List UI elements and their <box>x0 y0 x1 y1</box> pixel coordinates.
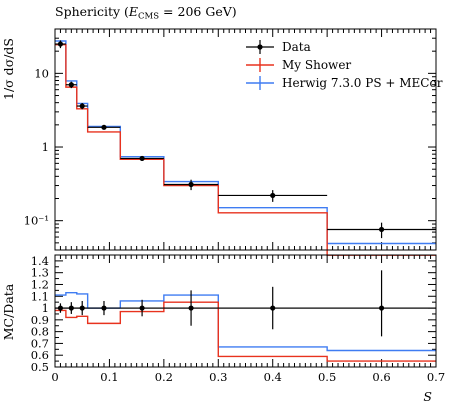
ratio-y-tick-labels: 0.50.60.70.80.911.11.21.31.4 <box>31 254 49 374</box>
ratio-x-tick-label: 0.2 <box>155 370 173 384</box>
data-point <box>139 305 145 311</box>
main-y-axis-label: 1/σ dσ/dS <box>1 38 16 100</box>
legend-entry-label: Herwig 7.3.0 PS + MECor <box>282 76 443 90</box>
ratio-x-tick-label: 0.4 <box>264 370 282 384</box>
main-y-tick-labels: 10 1 10⁻¹ <box>24 66 49 227</box>
ratio-y-axis-label: MC/Data <box>1 283 16 340</box>
ratio-y-tick-label: 0.9 <box>31 313 49 327</box>
ratio-y-tick-label: 1.4 <box>31 254 49 268</box>
data-point <box>101 124 107 130</box>
main-plot-frame <box>54 28 437 251</box>
data-point <box>139 155 145 162</box>
main-plot-panel: 10 1 10⁻¹ <box>24 28 437 256</box>
ratio-x-tick-label: 0.5 <box>318 370 336 384</box>
legend-entry-label: Data <box>282 40 311 54</box>
data-point <box>188 181 194 188</box>
legend-entry-label: My Shower <box>282 58 351 72</box>
my-shower-ratio-step-line <box>55 301 436 362</box>
ratio-x-tick-labels: 0 0.1 0.2 0.3 0.4 0.5 0.6 0.7 <box>51 370 445 384</box>
ratio-y-tick-label: 0.6 <box>31 348 49 362</box>
data-point <box>378 305 385 311</box>
data-points-group <box>55 40 436 239</box>
data-point <box>79 305 85 311</box>
ratio-series-group <box>55 270 436 362</box>
data-point <box>57 41 64 47</box>
data-ratio-points-group <box>55 270 436 337</box>
ratio-x-tick-label: 0.7 <box>427 370 445 384</box>
ratio-y-tick-label: 1.1 <box>31 289 49 303</box>
ratio-y-tick-label: 1 <box>42 301 49 315</box>
x-axis-label: S <box>423 389 432 404</box>
main-y-tick-label: 10⁻¹ <box>24 214 49 228</box>
data-point <box>270 192 276 199</box>
ratio-y-tick-label: 1.2 <box>31 277 49 291</box>
ratio-y-tick-label: 0.8 <box>31 325 49 339</box>
ratio-plot-panel: 0.50.60.70.80.911.11.21.31.4 0 0.1 0.2 0.3 0… <box>31 254 445 384</box>
data-point <box>101 305 107 311</box>
legend: Data My Shower Herwig 7.3.0 PS + MECor <box>246 40 443 90</box>
data-point <box>270 305 276 311</box>
main-series-group <box>55 40 436 256</box>
ratio-x-tick-label: 0 <box>51 370 58 384</box>
main-y-tick-label: 1 <box>42 140 49 154</box>
chart-title: Sphericity (ECMS = 206 GeV) <box>55 4 237 22</box>
ratio-y-tick-label: 1.3 <box>31 266 49 280</box>
ratio-y-tick-label: 0.5 <box>31 360 49 374</box>
ratio-plot-frame <box>54 254 437 368</box>
ratio-x-tick-label: 0.3 <box>209 370 227 384</box>
ratio-y-tick-label: 0.7 <box>31 336 49 350</box>
data-point <box>68 305 74 311</box>
main-y-tick-label: 10 <box>34 66 49 80</box>
data-point <box>79 103 85 109</box>
legend-data-marker-dot <box>257 44 263 50</box>
data-point <box>378 226 385 233</box>
ratio-axis-ticks <box>54 254 437 368</box>
data-point <box>68 82 74 88</box>
ratio-x-tick-label: 0.1 <box>100 370 118 384</box>
ratio-x-tick-label: 0.6 <box>372 370 390 384</box>
data-point <box>188 305 194 311</box>
main-axis-ticks <box>54 28 437 251</box>
data-point <box>57 305 64 311</box>
herwig-ratio-step-line <box>55 292 436 352</box>
